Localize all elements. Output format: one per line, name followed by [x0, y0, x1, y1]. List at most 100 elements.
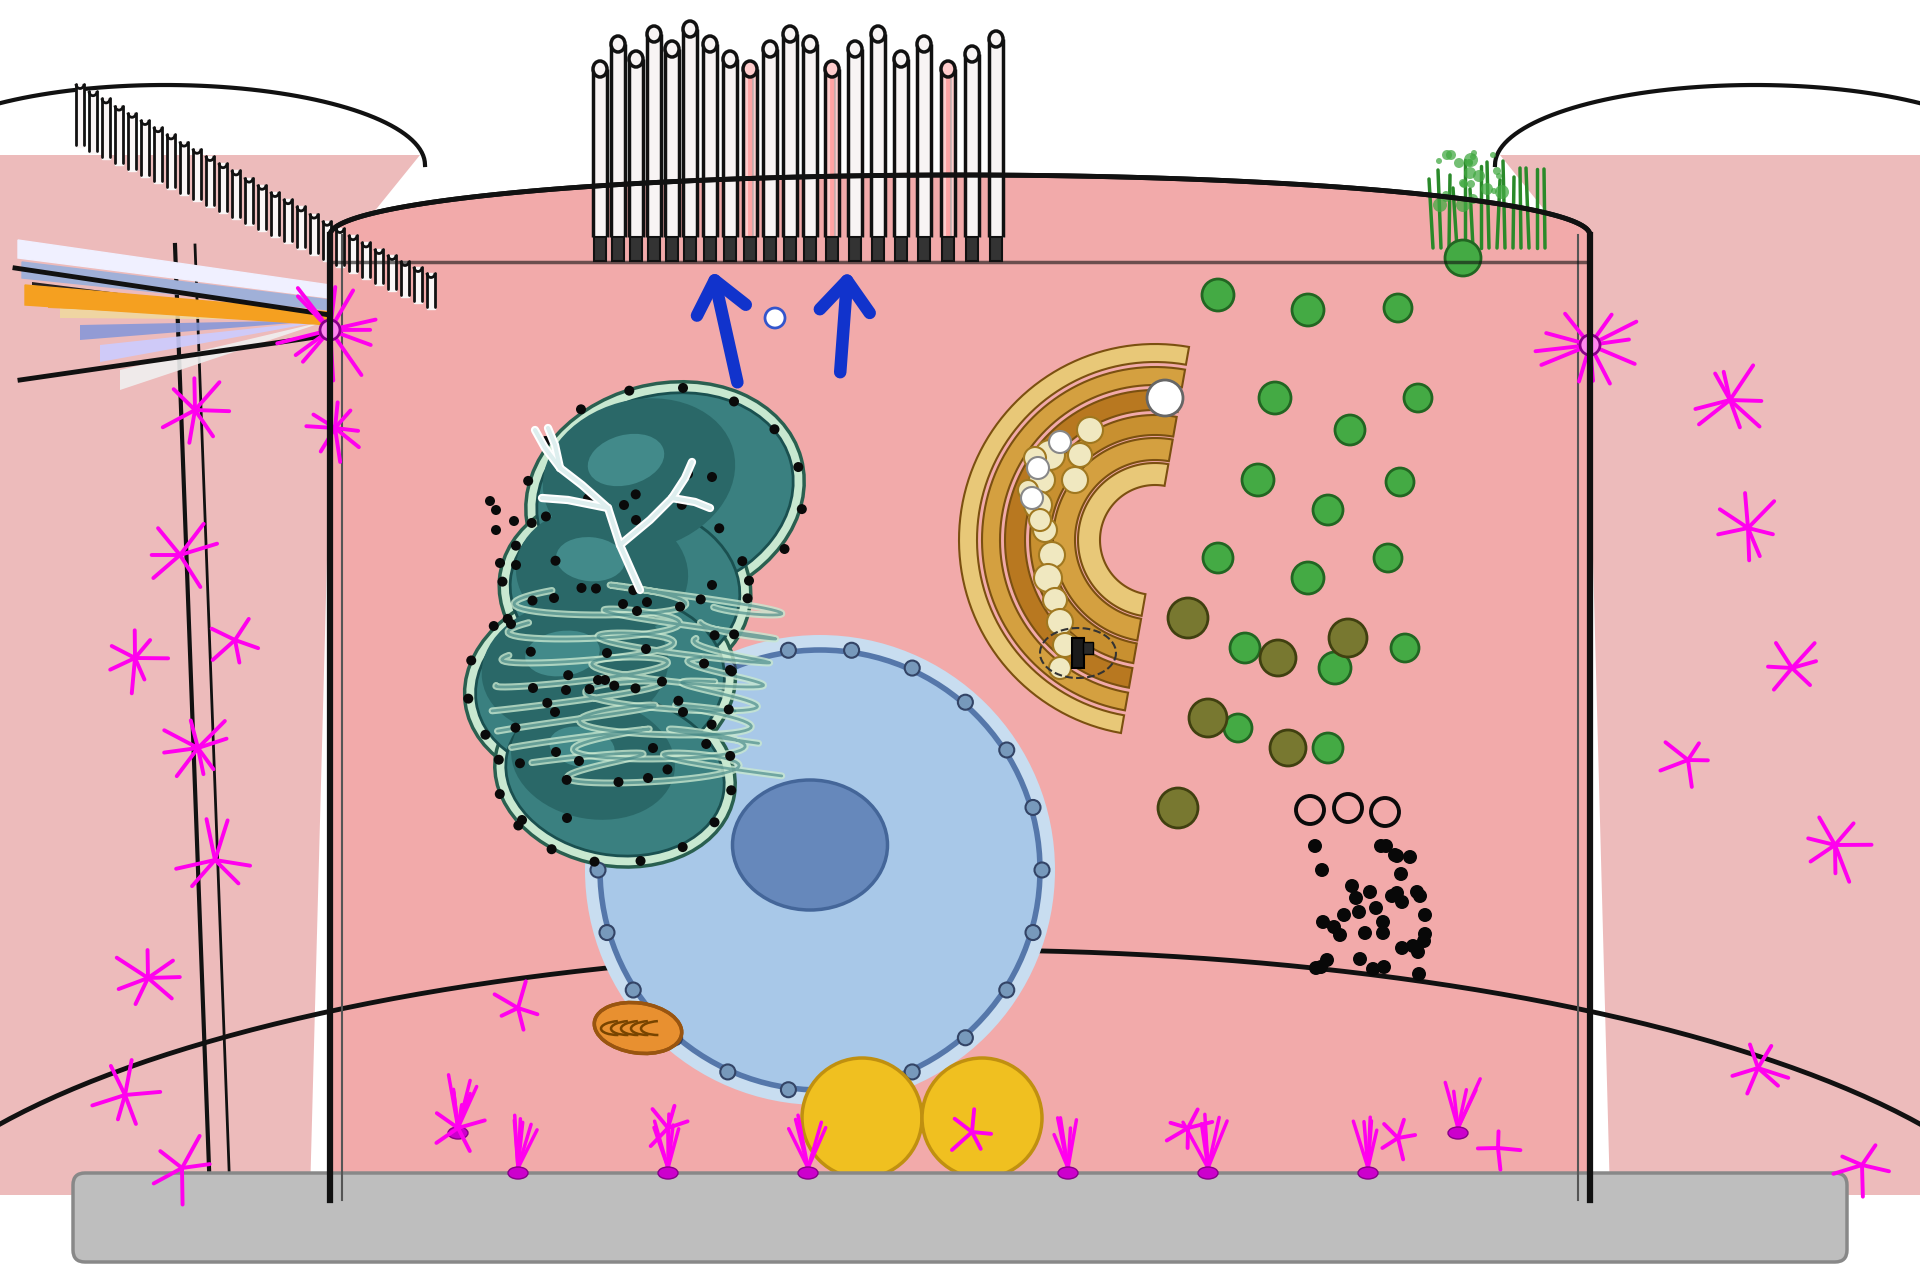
Polygon shape	[684, 29, 697, 237]
Ellipse shape	[511, 502, 739, 678]
Circle shape	[770, 424, 780, 434]
Circle shape	[845, 643, 858, 658]
Circle shape	[1350, 891, 1363, 905]
Circle shape	[1432, 198, 1448, 212]
Circle shape	[707, 580, 716, 590]
Bar	[649, 237, 660, 261]
Circle shape	[480, 730, 490, 740]
Ellipse shape	[1357, 1167, 1379, 1179]
Polygon shape	[388, 255, 396, 291]
Circle shape	[1225, 714, 1252, 742]
Circle shape	[1068, 443, 1092, 467]
Polygon shape	[25, 285, 330, 325]
Circle shape	[707, 719, 716, 730]
Circle shape	[614, 777, 624, 787]
Polygon shape	[426, 273, 436, 308]
Circle shape	[1346, 879, 1359, 893]
Polygon shape	[180, 142, 188, 195]
Ellipse shape	[595, 1002, 682, 1053]
Circle shape	[922, 1059, 1043, 1178]
Circle shape	[1446, 241, 1480, 276]
Ellipse shape	[611, 36, 626, 52]
Circle shape	[695, 594, 707, 604]
Circle shape	[549, 707, 561, 717]
Circle shape	[1490, 152, 1496, 157]
Circle shape	[593, 675, 603, 685]
Circle shape	[515, 758, 524, 768]
Circle shape	[998, 742, 1014, 758]
Ellipse shape	[1198, 1167, 1217, 1179]
Polygon shape	[989, 38, 1002, 237]
Ellipse shape	[803, 36, 818, 52]
Polygon shape	[803, 44, 818, 237]
Circle shape	[1404, 850, 1417, 864]
Circle shape	[699, 658, 708, 668]
Circle shape	[626, 742, 641, 758]
Polygon shape	[81, 320, 330, 340]
Polygon shape	[129, 113, 136, 172]
Circle shape	[1046, 609, 1073, 635]
Circle shape	[1052, 634, 1077, 657]
Ellipse shape	[762, 41, 778, 58]
Circle shape	[1292, 294, 1325, 326]
Polygon shape	[895, 59, 908, 237]
Ellipse shape	[647, 26, 660, 42]
Circle shape	[522, 476, 534, 486]
Circle shape	[1396, 941, 1409, 955]
Circle shape	[561, 685, 570, 695]
Circle shape	[1492, 188, 1498, 195]
Circle shape	[1025, 800, 1041, 815]
Circle shape	[526, 518, 538, 527]
Circle shape	[1413, 890, 1427, 902]
Circle shape	[576, 582, 586, 593]
Bar	[918, 237, 929, 261]
Polygon shape	[724, 59, 737, 237]
Circle shape	[509, 516, 518, 526]
Polygon shape	[194, 148, 202, 201]
Polygon shape	[17, 241, 330, 298]
Circle shape	[1369, 901, 1382, 915]
Ellipse shape	[557, 538, 624, 581]
Circle shape	[626, 983, 641, 997]
Polygon shape	[630, 59, 643, 237]
Ellipse shape	[733, 780, 887, 910]
Circle shape	[726, 786, 735, 795]
Circle shape	[632, 605, 641, 616]
Ellipse shape	[799, 1167, 818, 1179]
Circle shape	[1419, 908, 1432, 922]
Circle shape	[1467, 159, 1473, 165]
Polygon shape	[140, 120, 150, 177]
Polygon shape	[100, 320, 330, 362]
Bar	[745, 237, 756, 261]
Circle shape	[710, 818, 720, 827]
Circle shape	[1043, 588, 1068, 612]
Ellipse shape	[588, 434, 664, 486]
Polygon shape	[374, 250, 382, 285]
Circle shape	[591, 863, 605, 878]
Circle shape	[649, 742, 659, 753]
Circle shape	[1204, 543, 1233, 573]
Circle shape	[493, 755, 503, 764]
Circle shape	[599, 650, 1041, 1091]
Bar	[1071, 637, 1085, 668]
FancyArrowPatch shape	[820, 280, 870, 372]
Circle shape	[618, 599, 628, 609]
Bar	[895, 237, 906, 261]
Bar	[705, 237, 716, 261]
Polygon shape	[271, 192, 278, 237]
Polygon shape	[401, 261, 409, 297]
Ellipse shape	[505, 694, 724, 856]
Circle shape	[662, 764, 672, 774]
Circle shape	[1390, 849, 1404, 863]
Ellipse shape	[783, 26, 797, 42]
Circle shape	[726, 751, 735, 760]
Circle shape	[780, 544, 789, 554]
Circle shape	[1417, 934, 1430, 948]
Ellipse shape	[743, 61, 756, 77]
Circle shape	[1388, 847, 1402, 861]
Circle shape	[1033, 518, 1058, 541]
Ellipse shape	[941, 61, 954, 77]
Ellipse shape	[447, 1126, 468, 1139]
Polygon shape	[246, 178, 253, 225]
Circle shape	[1309, 961, 1323, 975]
